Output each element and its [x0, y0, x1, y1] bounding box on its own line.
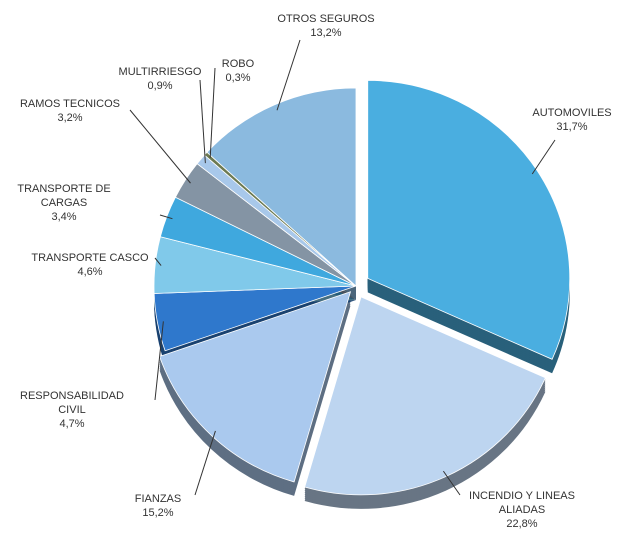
slice-label: RAMOS TECNICOS 3,2%	[10, 97, 130, 125]
value-label: 0,3%	[225, 72, 251, 84]
leader-line	[129, 109, 191, 184]
leader-line	[209, 67, 216, 158]
category-label: TRANSPORTE CASCO	[31, 252, 149, 264]
slice	[206, 87, 357, 287]
value-label: 3,2%	[57, 112, 83, 124]
slice	[304, 296, 546, 496]
leader-line	[154, 257, 162, 266]
category-label: ROBO	[221, 58, 255, 70]
value-label: 13,2%	[310, 27, 342, 39]
value-label: 3,4%	[51, 211, 77, 223]
slice-label: INCENDIO Y LINEAS ALIADAS 22,8%	[452, 489, 592, 531]
category-label: RAMOS TECNICOS	[19, 98, 121, 110]
category-label: TRANSPORTE DE CARGAS	[17, 183, 111, 209]
category-label: RESPONSABILIDAD CIVIL	[20, 390, 124, 416]
slice-label: MULTIRRIESGO 0,9%	[105, 65, 215, 93]
value-label: 4,7%	[59, 418, 85, 430]
leader-line	[159, 214, 173, 220]
leader-line	[154, 321, 164, 401]
slice-label: AUTOMOVILES 31,7%	[527, 106, 617, 134]
leader-line	[199, 79, 206, 164]
leader-line	[276, 39, 301, 111]
slice-label: OTROS SEGUROS 13,2%	[266, 12, 386, 40]
slice-label: FIANZAS 15,2%	[128, 492, 188, 520]
value-label: 4,6%	[77, 266, 103, 278]
category-label: AUTOMOVILES	[532, 107, 612, 119]
category-label: INCENDIO Y LINEAS ALIADAS	[469, 490, 575, 516]
leader-line	[442, 470, 461, 496]
category-label: FIANZAS	[134, 493, 182, 505]
slice-label: ROBO 0,3%	[213, 57, 263, 85]
value-label: 0,9%	[147, 80, 173, 92]
value-label: 15,2%	[142, 507, 174, 519]
value-label: 22,8%	[506, 518, 538, 530]
slice	[367, 79, 571, 360]
slice-label: RESPONSABILIDAD CIVIL 4,7%	[7, 389, 137, 431]
slice-label: TRANSPORTE CASCO 4,6%	[25, 251, 155, 279]
category-label: OTROS SEGUROS	[277, 13, 375, 25]
leader-line	[531, 139, 556, 175]
slice-label: TRANSPORTE DE CARGAS 3,4%	[9, 182, 119, 224]
category-label: MULTIRRIESGO	[118, 66, 202, 78]
slice	[159, 291, 352, 483]
value-label: 31,7%	[556, 121, 588, 133]
leader-line	[194, 430, 216, 496]
